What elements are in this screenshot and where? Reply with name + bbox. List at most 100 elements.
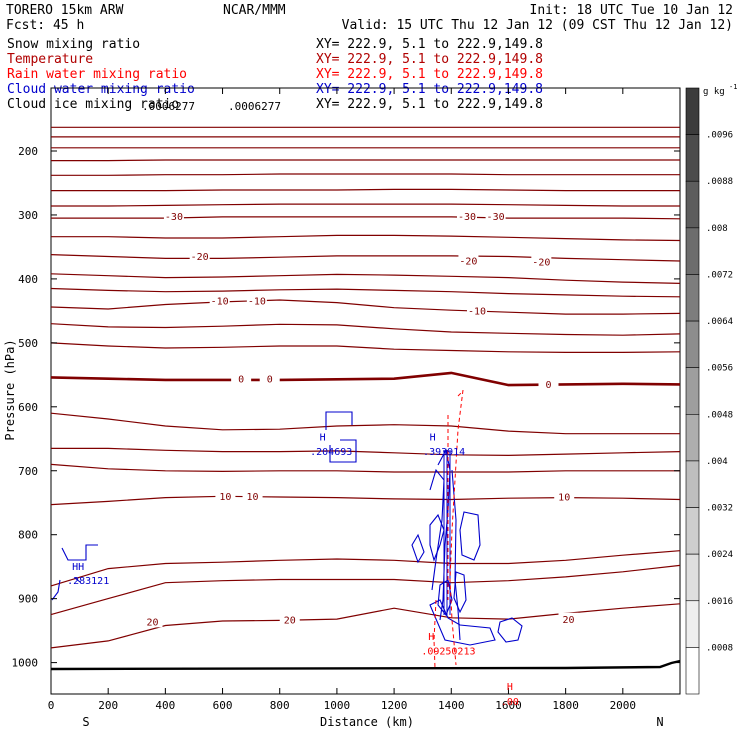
init-label: Init: 18 UTC Tue 10 Jan 12 [530,3,734,18]
isotherm-line--30 [51,216,681,220]
legend-label: Rain water mixing ratio [7,67,187,82]
y-tick-label: 200 [18,145,38,158]
isotherm-line [50,412,680,435]
cloud-water-contour [411,533,425,564]
x-tick-label: 400 [155,699,175,712]
colorbar-swatch [685,460,700,508]
colorbar-tick-label: .0048 [706,410,733,420]
isotherm-label-bg [279,613,300,626]
colorbar-tick-label: .004 [706,457,728,467]
legend-label: Snow mixing ratio [7,37,140,52]
isotherm-label: 0 [545,380,551,391]
isotherm-label-bg [259,372,280,385]
isotherm-line [50,564,681,616]
x-tick-label: 1000 [324,699,351,712]
cloud-water-contour [453,571,467,614]
isotherm-label: -10 [248,296,266,307]
colorbar-swatch [685,553,700,602]
x-axis-north-label: N [656,715,663,729]
x-tick-label: 600 [213,699,233,712]
extremum-label: .283121 [67,576,109,587]
colorbar-swatch [685,320,700,368]
legend-label: Cloud ice mixing ratio [7,97,179,112]
isotherm-label-bg [485,209,506,222]
isotherm-line [51,447,681,457]
colorbar: .0008 .0016 .0024 .0032 .004 .0048 .0056 .0064.… [685,87,733,695]
extremum-label: .00 [501,697,519,708]
colorbar-swatch [685,134,700,182]
extremum-label: .204693 [310,447,352,458]
isotherm-line [50,323,681,336]
isotherm-line-10 [50,495,681,506]
extremum-label: HH [72,562,84,573]
isotherm-label: -30 [458,212,476,223]
cloud-water-contour [451,469,461,641]
isotherm-line [51,159,680,162]
colorbar-swatch [685,87,700,135]
isotherm-label-bg [538,378,559,391]
isotherm-label-bg [163,209,184,222]
y-tick-label: 1000 [12,657,39,670]
colorbar-swatch [685,600,700,648]
extremum-label: H [428,632,434,643]
top-value-label: .0006277 [228,100,281,113]
legend-xy: XY= 222.9, 5.1 to 222.9,149.8 [316,82,543,97]
isotherm-label-bg [142,615,163,628]
isotherm-label: 0 [238,374,244,385]
isotherm-line [50,463,680,473]
isotherm-label: -20 [532,257,550,268]
legend-label: Temperature [7,52,93,67]
isotherm-label: -20 [459,257,477,268]
extremum-label: .393914 [423,447,465,458]
colorbar-tick-label: .0016 [706,597,733,607]
isotherm-label-bg [458,254,479,267]
isotherm-label-bg [231,372,252,385]
isotherm-label: 20 [562,615,574,626]
x-tick-label: 200 [98,699,118,712]
cloud-water-contour [74,577,81,583]
fcst-label: Fcst: 45 h [6,18,84,33]
isotherm-label-bg [554,490,575,503]
cloud-water-contour [325,411,357,463]
isotherm-label-bg [209,294,230,307]
isotherm-label-bg [558,612,579,625]
isotherm-label-bg [242,489,263,502]
isotherm-label-bg [246,294,267,307]
colorbar-unit-exponent: -1 [729,83,737,91]
rain-contour [433,599,437,669]
rain-contour [449,389,464,666]
rain-contour [457,391,463,397]
legend-xy: XY= 222.9, 5.1 to 222.9,149.8 [316,52,543,67]
colorbar-swatch [685,647,700,695]
top-value-label: .0006277 [142,100,195,113]
y-tick-label: 500 [18,337,38,350]
x-tick-label: 1200 [381,699,408,712]
colorbar-swatch [685,367,700,415]
cloud-water-contour [429,599,496,646]
colorbar-swatch [685,274,700,322]
cloud-water-contour [51,544,98,601]
legend-label: Cloud water mixing ratio [7,82,195,97]
isotherm-label-bg [215,489,236,502]
extremum-label: .09250213 [421,646,475,657]
colorbar-swatch [685,414,700,462]
isotherm-label: -10 [468,307,486,318]
isotherm-line [50,550,681,587]
valid-label: Valid: 15 UTC Thu 12 Jan 12 (09 CST Thu … [342,18,733,33]
isotherm-line [50,342,681,353]
model-label: TORERO 15km ARW [6,3,124,18]
extremum-label: H [320,433,326,444]
cloud-water-contour [497,617,523,643]
cloud-water-contour [429,513,445,562]
colorbar-tick-label: .0056 [706,364,733,374]
isotherm-label: -10 [211,296,229,307]
x-tick-label: 0 [48,699,55,712]
contour-label-layer: -30 -30 -30 -20 -20 -20 -10 -10 -10 0 0 0 10 10 10 20 20… [67,209,579,708]
axis-layer: 0 200 400 600 800 1000 1200 1400 1600 1800 2000200… [12,88,680,712]
extremum-label: H [430,433,436,444]
legend-xy: XY= 222.9, 5.1 to 222.9,149.8 [316,97,543,112]
isotherm-label: 10 [247,492,259,503]
y-tick-label: 700 [18,465,38,478]
y-tick-label: 400 [18,273,38,286]
x-tick-label: 1600 [495,699,522,712]
